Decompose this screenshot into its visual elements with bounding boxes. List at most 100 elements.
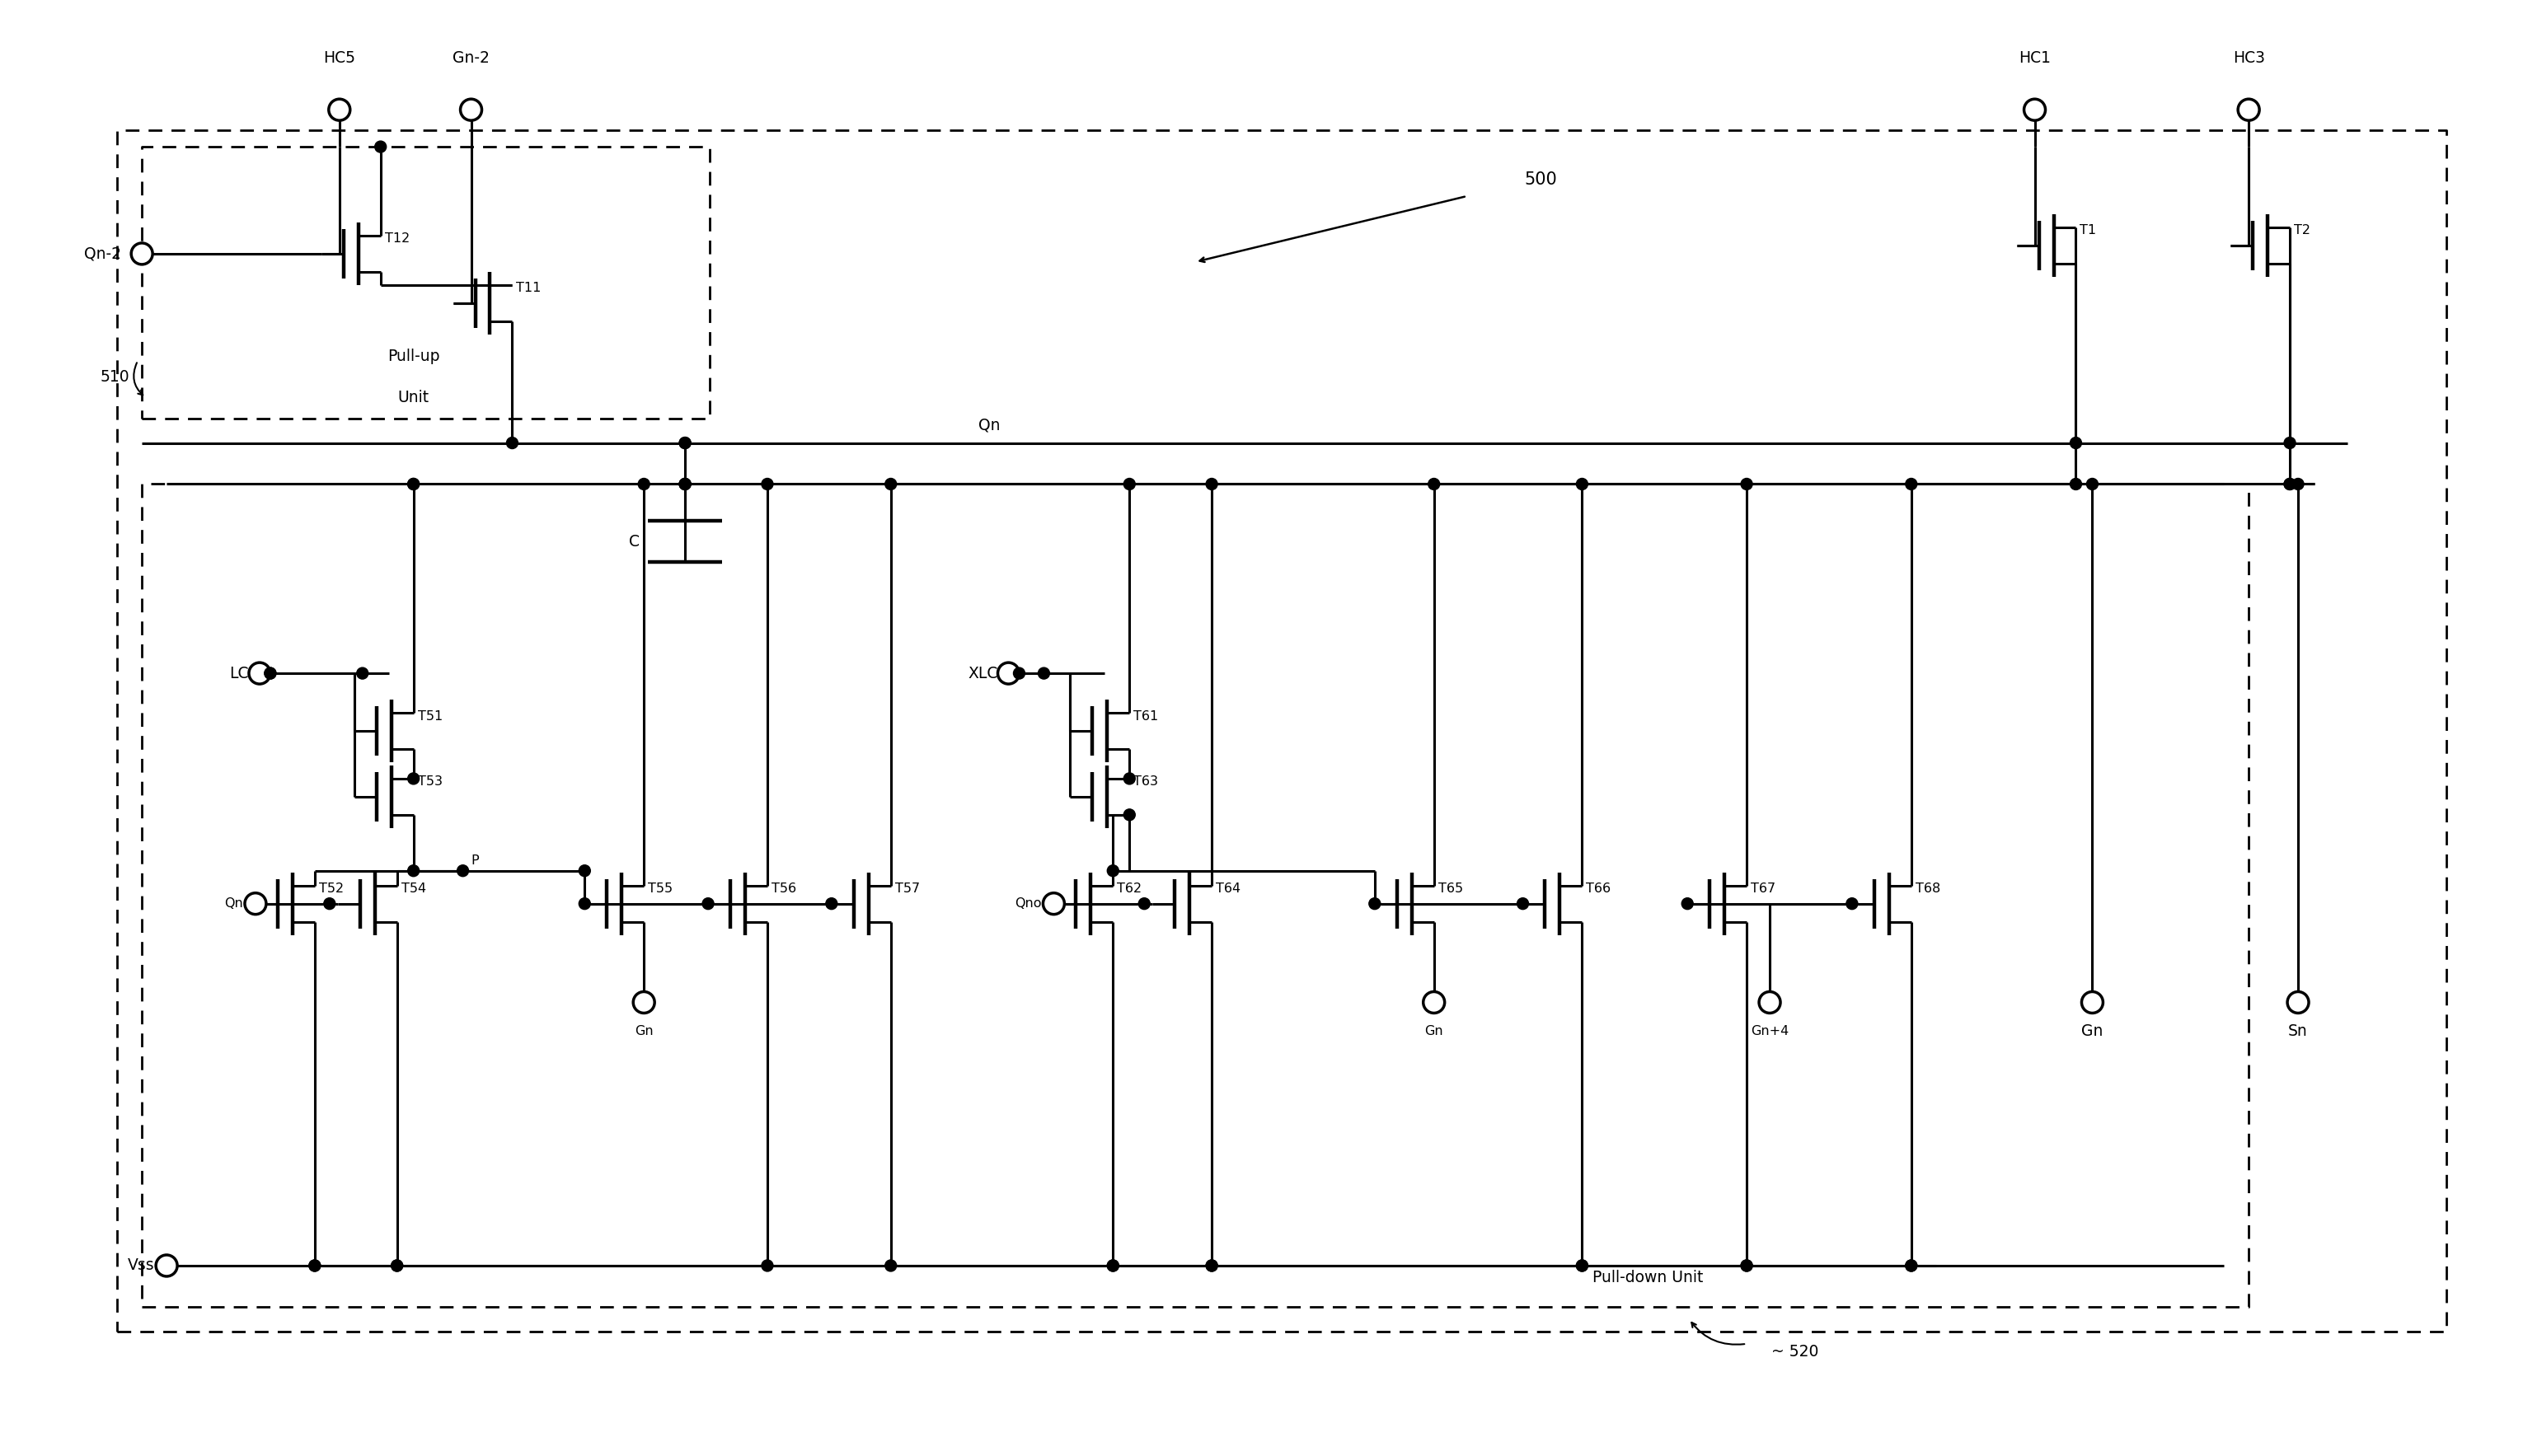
Circle shape xyxy=(460,99,483,121)
Circle shape xyxy=(132,243,153,265)
Circle shape xyxy=(1370,898,1380,910)
Text: T54: T54 xyxy=(402,882,427,895)
Text: Pull-up: Pull-up xyxy=(386,349,440,364)
Circle shape xyxy=(2082,992,2102,1013)
Circle shape xyxy=(826,898,836,910)
Circle shape xyxy=(2069,479,2082,489)
Circle shape xyxy=(249,662,269,684)
Circle shape xyxy=(580,898,590,910)
Circle shape xyxy=(391,1259,402,1271)
Text: HC5: HC5 xyxy=(323,50,356,66)
Text: 500: 500 xyxy=(1525,172,1558,188)
Circle shape xyxy=(679,437,691,448)
Circle shape xyxy=(2285,479,2295,489)
Circle shape xyxy=(323,898,336,910)
Text: T67: T67 xyxy=(1751,882,1777,895)
Circle shape xyxy=(1429,479,1439,489)
Circle shape xyxy=(458,865,468,877)
Circle shape xyxy=(1906,479,1917,489)
Text: HC1: HC1 xyxy=(2018,50,2051,66)
Circle shape xyxy=(328,99,351,121)
Text: Unit: Unit xyxy=(397,390,430,406)
Text: Qn-2: Qn-2 xyxy=(84,246,122,262)
Circle shape xyxy=(1042,893,1065,914)
Circle shape xyxy=(580,865,590,877)
Text: 510: 510 xyxy=(99,370,130,384)
Text: T64: T64 xyxy=(1215,882,1240,895)
Circle shape xyxy=(1205,479,1218,489)
Circle shape xyxy=(1906,1259,1917,1271)
Text: Gn-2: Gn-2 xyxy=(452,50,491,66)
Text: Pull-down Unit: Pull-down Unit xyxy=(1591,1270,1703,1286)
Circle shape xyxy=(763,479,773,489)
Circle shape xyxy=(310,1259,320,1271)
Text: Gn: Gn xyxy=(1424,1025,1444,1037)
Circle shape xyxy=(1014,667,1024,678)
Text: ~ 520: ~ 520 xyxy=(1772,1344,1818,1360)
Circle shape xyxy=(679,479,691,489)
Text: P: P xyxy=(470,855,478,866)
Circle shape xyxy=(1576,479,1589,489)
Text: T2: T2 xyxy=(2293,224,2311,237)
Circle shape xyxy=(633,992,656,1013)
Text: HC3: HC3 xyxy=(2232,50,2265,66)
Text: T12: T12 xyxy=(384,233,409,245)
Text: T56: T56 xyxy=(770,882,796,895)
Text: T66: T66 xyxy=(1586,882,1612,895)
Circle shape xyxy=(407,479,419,489)
Circle shape xyxy=(1845,898,1858,910)
Circle shape xyxy=(1683,898,1693,910)
Circle shape xyxy=(310,1259,320,1271)
Circle shape xyxy=(1205,1259,1218,1271)
Circle shape xyxy=(679,479,691,489)
Circle shape xyxy=(1108,1259,1118,1271)
Circle shape xyxy=(407,773,419,785)
Circle shape xyxy=(1124,810,1136,821)
Text: Vss: Vss xyxy=(127,1258,155,1274)
Circle shape xyxy=(1124,479,1136,489)
Text: T62: T62 xyxy=(1116,882,1141,895)
Text: Gn+4: Gn+4 xyxy=(1751,1025,1790,1037)
Text: Gn: Gn xyxy=(636,1025,653,1037)
Circle shape xyxy=(2087,479,2097,489)
Text: Qn: Qn xyxy=(979,416,1002,432)
Text: T65: T65 xyxy=(1439,882,1462,895)
Text: T55: T55 xyxy=(648,882,674,895)
Circle shape xyxy=(407,479,419,489)
Text: T11: T11 xyxy=(516,282,541,294)
Circle shape xyxy=(763,1259,773,1271)
Text: T53: T53 xyxy=(417,776,442,788)
Text: XLC: XLC xyxy=(969,665,999,681)
Circle shape xyxy=(1424,992,1444,1013)
Circle shape xyxy=(1037,667,1050,678)
Circle shape xyxy=(1108,1259,1118,1271)
Circle shape xyxy=(1741,1259,1751,1271)
Circle shape xyxy=(1906,1259,1917,1271)
Circle shape xyxy=(391,1259,402,1271)
Circle shape xyxy=(1576,1259,1589,1271)
Text: Gn: Gn xyxy=(2082,1024,2102,1040)
Circle shape xyxy=(155,1255,178,1277)
Text: T63: T63 xyxy=(1134,776,1159,788)
Circle shape xyxy=(679,479,691,489)
Circle shape xyxy=(1139,898,1149,910)
Circle shape xyxy=(2293,479,2303,489)
Circle shape xyxy=(679,437,691,448)
Circle shape xyxy=(2285,437,2295,448)
Circle shape xyxy=(2237,99,2260,121)
Text: T61: T61 xyxy=(1134,711,1159,722)
Circle shape xyxy=(264,667,277,678)
Text: T52: T52 xyxy=(318,882,343,895)
Circle shape xyxy=(264,667,277,678)
Circle shape xyxy=(885,1259,897,1271)
Text: T51: T51 xyxy=(417,711,442,722)
Circle shape xyxy=(1518,898,1528,910)
Circle shape xyxy=(1108,865,1118,877)
Text: T1: T1 xyxy=(2079,224,2097,237)
Circle shape xyxy=(407,865,419,877)
Text: Sn: Sn xyxy=(2288,1024,2308,1040)
Text: T68: T68 xyxy=(1914,882,1940,895)
Circle shape xyxy=(999,662,1019,684)
Circle shape xyxy=(1759,992,1779,1013)
Circle shape xyxy=(2069,437,2082,448)
